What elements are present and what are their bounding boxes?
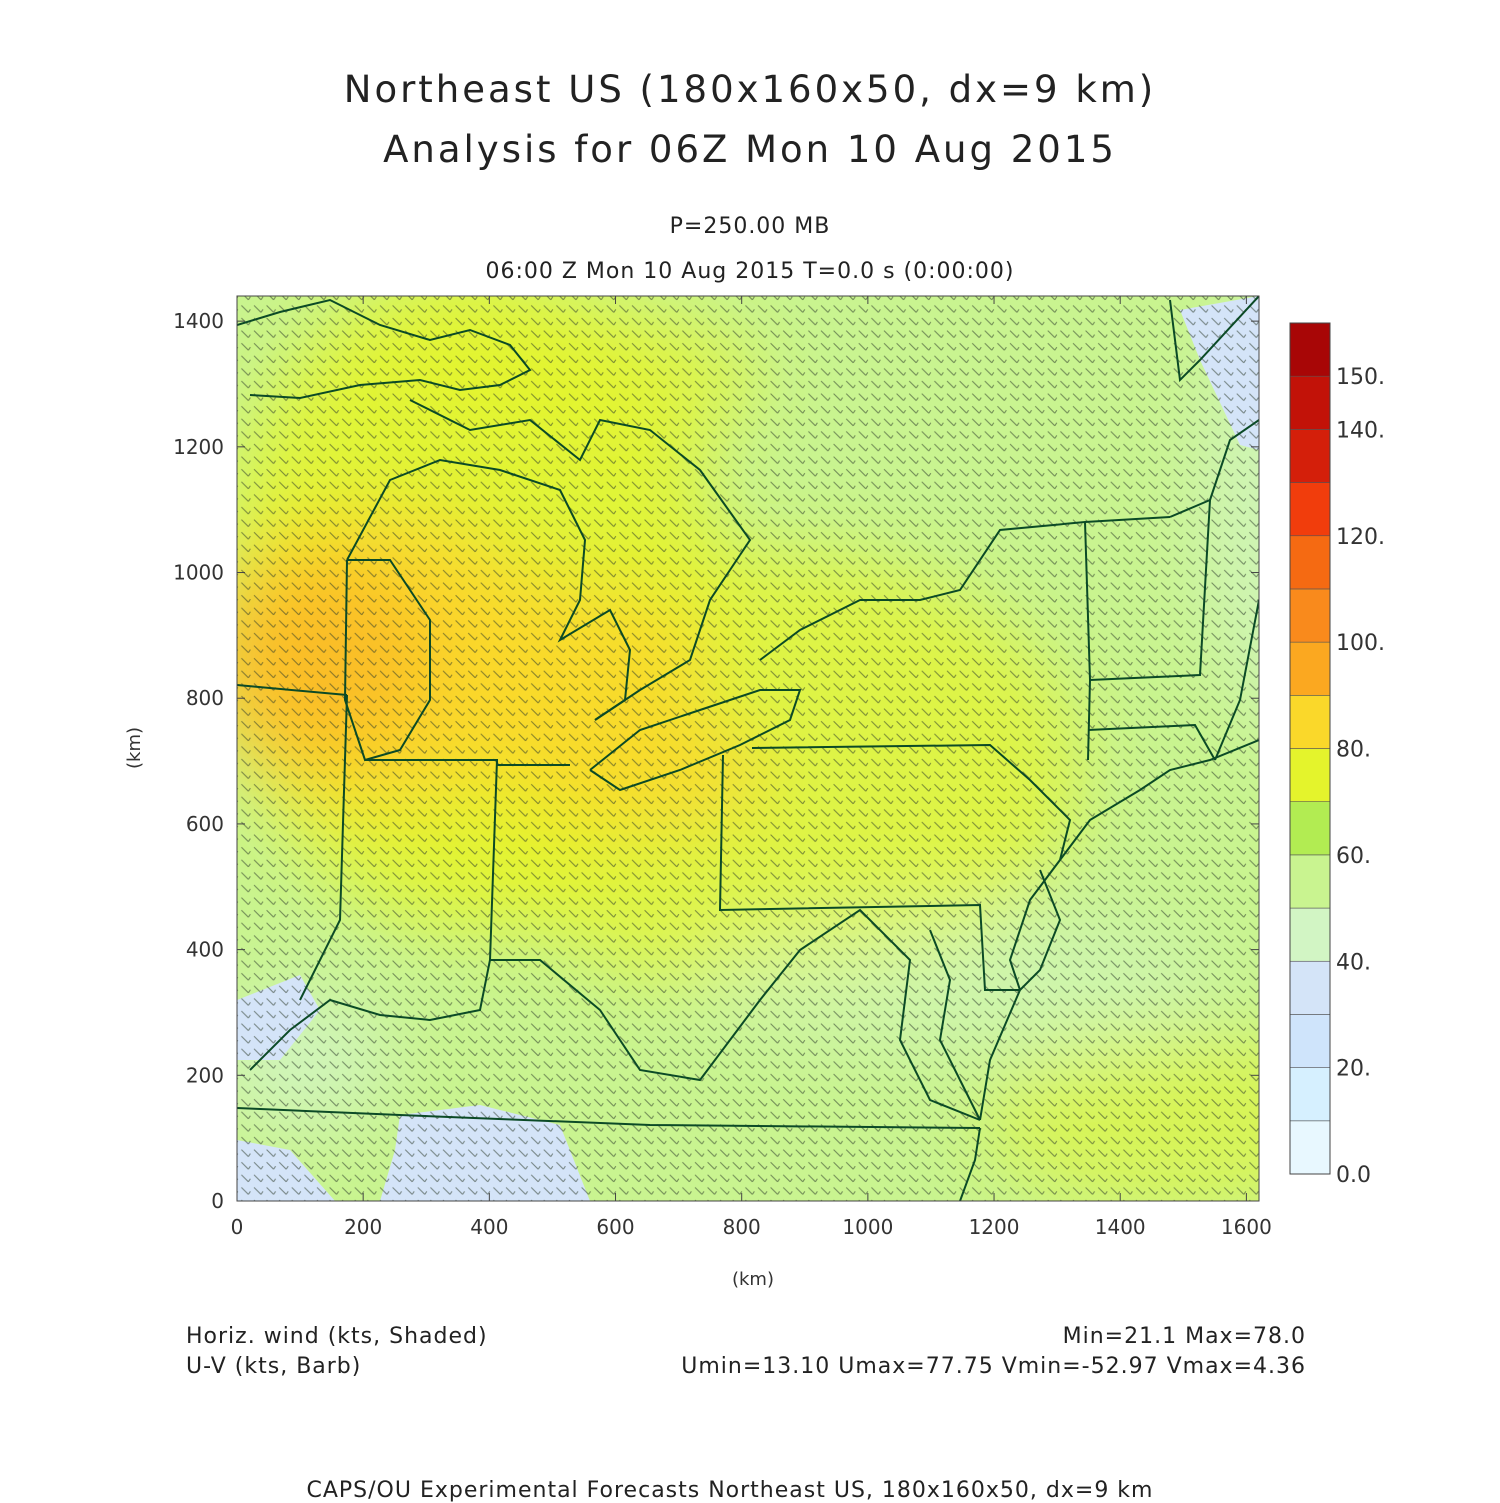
y-tick-label: 1200 (173, 435, 224, 459)
colorbar-label: 0.0 (1336, 1163, 1371, 1188)
x-tick-label: 0 (231, 1215, 244, 1239)
colorbar-swatch (1289, 641, 1331, 696)
colorbar-swatch (1289, 801, 1331, 856)
colorbar-swatch (1289, 429, 1331, 483)
wind-map: 0 200 400 600 800 1000 1200 1400 1600 0 200 400 600 8… (124, 295, 1385, 1290)
y-tick-label: 0 (211, 1189, 224, 1213)
colorbar-swatch (1289, 375, 1331, 430)
pressure-level-label: P=250.00 MB (669, 214, 831, 239)
x-tick-label: 1400 (1095, 1215, 1146, 1239)
uv-stats: Umin=13.10 Umax=77.75 Vmin=-52.97 Vmax=4… (681, 1354, 1306, 1379)
x-tick-label: 1000 (842, 1215, 893, 1239)
colorbar-label: 20. (1336, 1057, 1371, 1082)
x-tick-label: 1200 (969, 1215, 1020, 1239)
min-max-stats: Min=21.1 Max=78.0 (1062, 1324, 1306, 1349)
colorbar-swatch (1289, 1120, 1331, 1175)
colorbar-label: 100. (1336, 631, 1385, 656)
x-tick-label: 200 (344, 1215, 382, 1239)
colorbar-swatch (1289, 1014, 1331, 1068)
geographic-boundaries (237, 296, 1259, 1201)
colorbar-label: 120. (1336, 525, 1385, 550)
colorbar-label: 60. (1336, 844, 1371, 869)
y-axis-label: (km) (124, 727, 145, 769)
colorbar-swatch (1289, 748, 1331, 802)
colorbar-swatch (1289, 535, 1331, 590)
valid-time-label: 06:00 Z Mon 10 Aug 2015 T=0.0 s (0:00:00… (485, 259, 1015, 284)
legend-shaded-label: Horiz. wind (kts, Shaded) (186, 1324, 488, 1349)
colorbar-swatch (1289, 1067, 1331, 1122)
colorbar-swatch (1289, 960, 1331, 1015)
y-tick-label: 600 (186, 812, 224, 836)
x-tick-label: 600 (596, 1215, 634, 1239)
y-tick-label: 800 (186, 686, 224, 710)
colorbar-label: 80. (1336, 738, 1371, 763)
colorbar-swatch (1289, 695, 1331, 749)
map-title-line1: Northeast US (180x160x50, dx=9 km) (343, 68, 1157, 111)
credit-line: CAPS/OU Experimental Forecasts Northeast… (306, 1478, 1154, 1503)
colorbar: 0.0 20. 40. 60. 80. 100. 120. 140. 150. (1289, 322, 1385, 1188)
map-title-line2: Analysis for 06Z Mon 10 Aug 2015 (383, 128, 1117, 171)
legend-barb-label: U-V (kts, Barb) (186, 1354, 362, 1379)
y-tick-label: 400 (186, 938, 224, 962)
colorbar-label: 40. (1336, 950, 1371, 975)
x-tick-label: 800 (723, 1215, 761, 1239)
colorbar-label: 140. (1336, 418, 1385, 443)
colorbar-swatch (1289, 588, 1331, 643)
plot-frame (236, 295, 1260, 1202)
map-axes: 0 200 400 600 800 1000 1200 1400 1600 0 200 400 600 8… (173, 296, 1272, 1239)
colorbar-swatch (1289, 854, 1331, 909)
y-tick-label: 1400 (173, 309, 224, 333)
x-axis-label: (km) (732, 1269, 774, 1290)
colorbar-swatch (1289, 482, 1331, 537)
x-tick-label: 400 (470, 1215, 508, 1239)
colorbar-label: 150. (1336, 365, 1385, 390)
colorbar-swatch (1289, 322, 1331, 377)
colorbar-swatch (1289, 907, 1331, 962)
x-tick-label: 1600 (1221, 1215, 1272, 1239)
y-tick-label: 200 (186, 1063, 224, 1087)
y-tick-label: 1000 (173, 561, 224, 585)
wind-speed-shading (237, 296, 1259, 1201)
